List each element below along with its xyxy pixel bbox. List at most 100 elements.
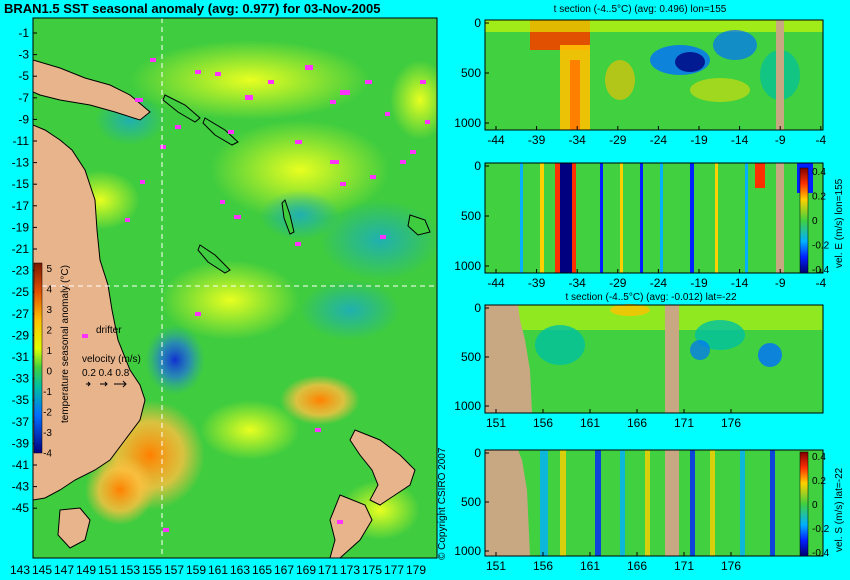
lat-tick-label: -31 [12, 350, 30, 364]
lon-tick-label: 155 [142, 563, 162, 577]
lat-tick-label: -3 [18, 48, 29, 62]
new-guinea-landmass [33, 59, 151, 121]
velocity-legend-arrows [86, 380, 127, 388]
lat-tick-label: -5 [18, 69, 29, 83]
section-x-tick-label: -39 [528, 276, 546, 290]
velocity-colorbar-tick-label: 0 [812, 500, 818, 511]
panel3-title: t section (-4..5°C) (avg: -0.012) lat=-2… [565, 292, 736, 303]
lat-tick-label: -23 [12, 264, 30, 278]
section-x-tick-label: 171 [674, 416, 694, 430]
panel1-title: t section (-4..5°C) (avg: 0.496) lon=155 [554, 4, 727, 15]
tasmania-landmass [57, 507, 91, 549]
colorbar-tick-label: 1 [46, 346, 52, 357]
section-x-tick-label: -19 [690, 133, 708, 147]
lat-tick-label: -43 [12, 480, 30, 494]
lat-tick-label: -15 [12, 177, 30, 191]
section-y-tick-label: 0 [474, 301, 481, 315]
section-x-tick-label: -24 [650, 276, 668, 290]
map-area [33, 18, 437, 558]
section-x-tick-label: 161 [580, 416, 600, 430]
lon-tick-label: 151 [98, 563, 118, 577]
velocity-colorbar-tick-label: -0.2 [812, 524, 830, 535]
lat-tick-label: -27 [12, 307, 30, 321]
lat-tick-label: -7 [18, 91, 29, 105]
panel2-side-label: vel. E (m/s) lon=155 [834, 178, 845, 268]
section-x-tick-label: -29 [609, 276, 627, 290]
panel2-plot [484, 162, 824, 274]
panel4-plot [484, 449, 824, 557]
drifter-legend-label: drifter [96, 325, 122, 336]
new-zealand-south-island [329, 494, 373, 558]
colorbar-tick-label: -2 [43, 408, 52, 419]
section-y-tick-label: 1000 [454, 116, 481, 130]
section-x-tick-label: -4 [815, 276, 826, 290]
colorbar-tick-label: -3 [43, 428, 52, 439]
velocity-colorbar-tick-label: 0 [812, 216, 818, 227]
lat-tick-label: -1 [18, 26, 29, 40]
section-x-tick-label: 156 [533, 416, 553, 430]
panel1-y-ticks: 0 500 1000 [454, 16, 489, 130]
section-x-tick-label: -14 [731, 133, 749, 147]
colorbar-tick-label: 4 [46, 285, 52, 296]
lon-tick-label: 149 [76, 563, 96, 577]
temperature-colorbar-ticks: 5 4 3 2 1 0 -1 -2 -3 -4 [43, 264, 52, 460]
panel1-x-ticks: -44 -39 -34 -29 -24 -19 -14 -9 -4 [487, 126, 826, 147]
colorbar-tick-label: -1 [43, 387, 52, 398]
section-x-tick-label: -29 [609, 133, 627, 147]
panel4-y-ticks: 0 500 1000 [454, 446, 489, 558]
solomon-islands [162, 94, 201, 123]
section-y-tick-label: 0 [474, 446, 481, 460]
lat-tick-label: -29 [12, 328, 30, 342]
section-x-tick-label: -44 [487, 133, 505, 147]
panel4-side-label: vel. S (m/s) lat=-22 [834, 467, 845, 552]
panel4-x-ticks: 151 156 161 166 171 176 [486, 552, 741, 573]
velocity-colorbar-tick-label: 0.2 [812, 476, 826, 487]
section-x-tick-label: 151 [486, 416, 506, 430]
lat-tick-label: -11 [13, 134, 30, 148]
panel2-x-ticks: -44 -39 -34 -29 -24 -19 -14 -9 -4 [487, 269, 826, 290]
panel4-colorbar-ticks: 0.4 0.2 0 -0.2 -0.4 [812, 452, 830, 559]
section-x-tick-label: -4 [815, 133, 826, 147]
section-x-tick-label: -24 [650, 133, 668, 147]
map-lat-ticks: -1 -3 -5 -7 -9 -11 -13 -15 -17 -19 -21 -23 -25 -27 -29… [12, 26, 37, 515]
section-x-tick-label: -9 [775, 276, 786, 290]
lat-tick-label: -41 [12, 458, 30, 472]
section-y-tick-label: 0 [474, 159, 481, 173]
velocity-colorbar-tick-label: 0.4 [812, 452, 826, 463]
velocity-colorbar-tick-label: -0.2 [812, 241, 830, 252]
new-zealand-north-island [349, 429, 416, 506]
new-caledonia [197, 244, 231, 274]
lat-tick-label: -45 [12, 501, 30, 515]
lat-tick-label: -25 [12, 285, 30, 299]
drifter-markers [125, 58, 430, 532]
section-x-tick-label: 166 [627, 416, 647, 430]
vanuatu-islands [281, 199, 295, 235]
drifter-legend-icon [82, 334, 88, 338]
lon-tick-label: 145 [32, 563, 52, 577]
panel3-plot [484, 304, 824, 414]
velocity-legend-values: 0.2 0.4 0.8 [82, 368, 130, 379]
section-x-tick-label: -34 [569, 276, 587, 290]
lon-tick-label: 169 [296, 563, 316, 577]
lat-tick-label: -21 [12, 242, 30, 256]
lon-tick-label: 153 [120, 563, 140, 577]
panel3-x-ticks: 151 156 161 166 171 176 [486, 409, 741, 430]
section-x-tick-label: -14 [731, 276, 749, 290]
lon-tick-label: 167 [274, 563, 294, 577]
section-x-tick-label: 166 [627, 559, 647, 573]
section-y-tick-label: 1000 [454, 544, 481, 558]
lat-tick-label: -9 [18, 112, 29, 126]
section-y-tick-label: 500 [461, 209, 481, 223]
panel1-plot [484, 19, 824, 131]
colorbar-tick-label: 3 [46, 305, 52, 316]
lat-tick-label: -13 [12, 156, 30, 170]
lon-tick-label: 177 [384, 563, 404, 577]
lon-tick-label: 163 [230, 563, 250, 577]
lon-tick-label: 147 [54, 563, 74, 577]
section-y-tick-label: 0 [474, 16, 481, 30]
lat-tick-label: -33 [12, 372, 30, 386]
lon-tick-label: 171 [318, 563, 338, 577]
lon-tick-label: 161 [208, 563, 228, 577]
section-y-tick-label: 500 [461, 495, 481, 509]
section-x-tick-label: -39 [528, 133, 546, 147]
